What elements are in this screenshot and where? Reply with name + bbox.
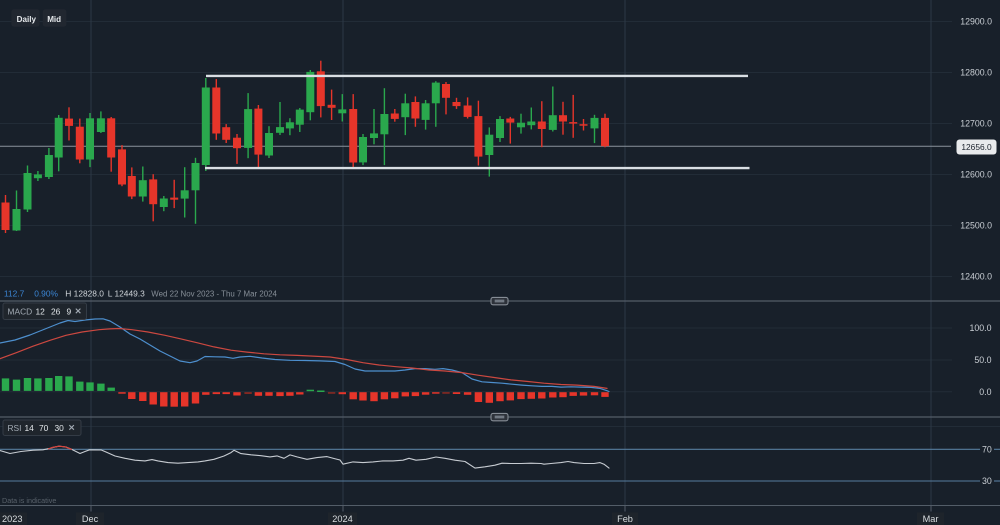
svg-text:12800.0: 12800.0 (960, 68, 992, 78)
svg-text:Wed 22 Nov 2023 - Thu 7 Mar 20: Wed 22 Nov 2023 - Thu 7 Mar 2024 (151, 289, 277, 298)
svg-text:H 12828.0: H 12828.0 (65, 288, 104, 298)
svg-text:12900.0: 12900.0 (960, 17, 992, 27)
svg-text:Dec: Dec (82, 514, 99, 524)
svg-text:L 12449.3: L 12449.3 (108, 288, 145, 298)
svg-text:12656.0: 12656.0 (961, 142, 992, 152)
svg-text:Daily: Daily (17, 15, 37, 24)
svg-text:9: 9 (67, 306, 72, 316)
svg-text:12500.0: 12500.0 (960, 221, 992, 231)
svg-text:2023: 2023 (2, 514, 22, 524)
svg-text:MACD: MACD (8, 306, 33, 316)
svg-text:0.0: 0.0 (979, 387, 991, 397)
svg-text:30: 30 (982, 476, 992, 486)
svg-text:Data is indicative: Data is indicative (2, 496, 56, 505)
svg-text:30: 30 (55, 423, 65, 433)
svg-text:2024: 2024 (332, 514, 352, 524)
svg-text:Mar: Mar (923, 514, 939, 524)
svg-text:12600.0: 12600.0 (960, 170, 992, 180)
svg-text:112.7: 112.7 (4, 288, 25, 298)
svg-text:70: 70 (39, 423, 49, 433)
svg-text:12700.0: 12700.0 (960, 119, 992, 129)
svg-text:Feb: Feb (617, 514, 633, 524)
svg-text:70: 70 (982, 445, 992, 455)
svg-text:RSI: RSI (8, 423, 22, 433)
svg-text:50.0: 50.0 (974, 355, 991, 365)
svg-text:Mid: Mid (47, 15, 61, 24)
svg-text:12400.0: 12400.0 (960, 272, 992, 282)
svg-text:12: 12 (36, 306, 46, 316)
svg-text:0.90%: 0.90% (34, 288, 58, 298)
svg-text:26: 26 (51, 306, 61, 316)
svg-text:14: 14 (25, 423, 35, 433)
svg-text:100.0: 100.0 (969, 323, 991, 333)
